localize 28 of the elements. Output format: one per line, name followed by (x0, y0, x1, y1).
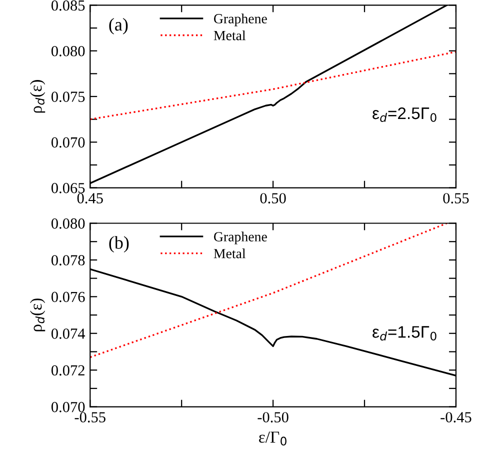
x-tick-label: 0.55 (443, 193, 469, 204)
y-axis-title: ρ$_{d}$(ε) (30, 298, 46, 332)
y-tick-label: 0.080 (51, 46, 85, 56)
legend-label: Graphene (214, 14, 267, 26)
legend-label: Graphene (214, 232, 267, 244)
x-tick-label: -0.50 (258, 412, 288, 422)
annotation: (a) (109, 18, 128, 34)
y-tick-label: 0.070 (51, 137, 85, 148)
legend-label: Metal (214, 248, 246, 258)
y-tick-label: 0.078 (51, 255, 85, 266)
annotation: (b) (109, 236, 129, 252)
x-tick-label: -0.45 (440, 412, 472, 422)
legend-label: Metal (214, 30, 246, 40)
y-tick-label: 0.075 (51, 92, 85, 102)
y-tick-label: 0.085 (51, 0, 85, 11)
y-tick-label: 0.072 (51, 365, 84, 376)
y-tick-label: 0.065 (51, 182, 85, 194)
x-tick-label: 0.45 (77, 193, 103, 204)
annotation: ε$_{d}$=1.5Γ$_{0}$ (372, 326, 436, 341)
y-tick-label: 0.070 (51, 402, 85, 412)
y-tick-label: 0.074 (51, 328, 86, 339)
y-tick-label: 0.076 (51, 292, 85, 302)
x-tick-label: -0.55 (74, 412, 106, 422)
x-axis-title: ε/Γ$_{0}$ (259, 432, 286, 446)
x-tick-label: 0.50 (260, 193, 286, 204)
y-tick-label: 0.080 (51, 218, 85, 229)
annotation: ε$_{d}$=2.5Γ$_{0}$ (372, 107, 436, 122)
y-axis-title: ρ$_{d}$(ε) (30, 80, 46, 113)
